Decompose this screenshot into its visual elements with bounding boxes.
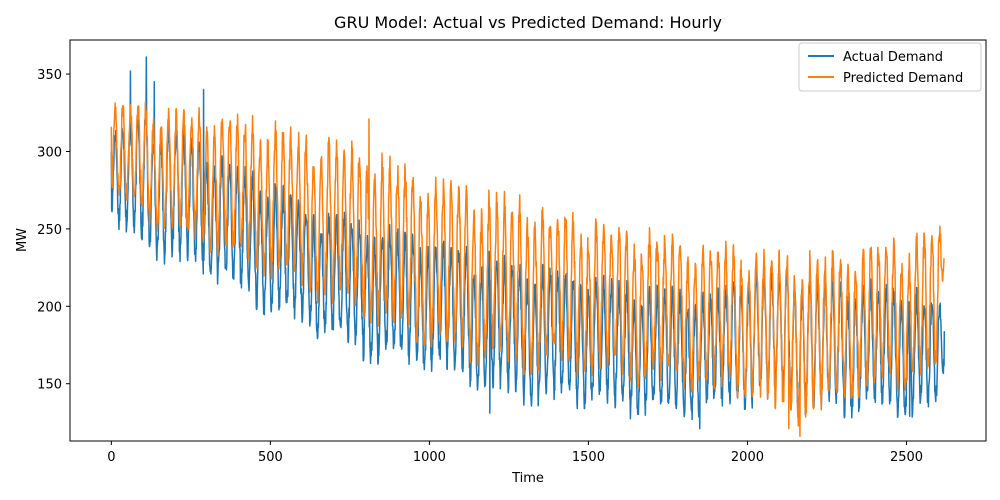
legend-box [798,42,982,92]
y-tick-label: 350 [37,68,62,83]
y-tick-label: 300 [37,145,62,160]
x-tick-label: 2500 [890,450,923,465]
legend: Actual Demand Predicted Demand [798,42,982,92]
x-axis-label: Time [511,471,544,486]
y-tick-label: 250 [37,223,62,238]
x-tick-label: 1000 [413,450,446,465]
x-tick-label: 500 [258,450,283,465]
chart-title: GRU Model: Actual vs Predicted Demand: H… [334,13,722,32]
legend-label-actual-demand: Actual Demand [843,50,943,65]
series-line-predicted-demand [110,101,945,438]
x-tick-label: 0 [107,450,115,465]
x-tick-label: 2000 [731,450,764,465]
y-tick-label: 200 [37,300,62,315]
plot-area-frame [69,39,987,442]
legend-label-predicted-demand: Predicted Demand [843,71,963,86]
x-axis: 0 500 1000 1500 2000 2500 [107,441,923,465]
x-tick-label: 1500 [572,450,605,465]
series-layer [110,56,946,438]
y-axis: 150 200 250 300 350 [37,68,70,393]
y-axis-label: MW [15,228,30,252]
y-tick-label: 150 [37,378,62,393]
